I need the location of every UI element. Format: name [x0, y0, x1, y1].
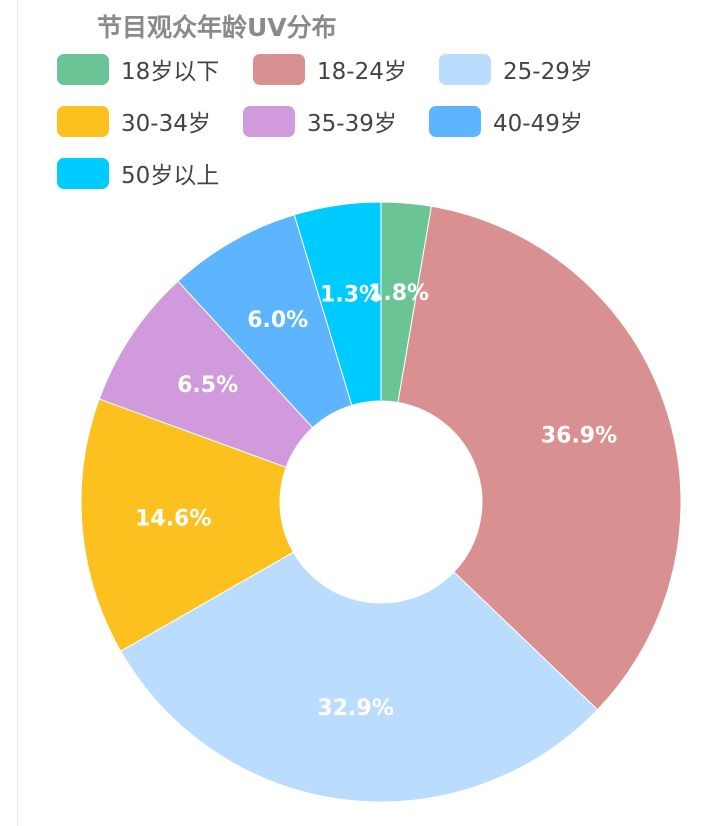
legend-label: 35-39岁 — [307, 111, 397, 137]
slice-label-30-34: 14.6% — [135, 507, 211, 532]
legend-item-35-39[interactable]: 35-39岁 — [243, 103, 397, 139]
slice-label-25-29: 32.9% — [317, 696, 393, 721]
legend-item-under-18[interactable]: 18岁以下 — [57, 51, 219, 87]
legend-label: 18岁以下 — [121, 59, 220, 85]
legend-swatch — [439, 53, 491, 85]
legend-swatch — [429, 105, 481, 137]
legend-swatch — [57, 53, 109, 85]
slice-label-50-plus: 1.3% — [320, 283, 381, 308]
slice-label-35-39: 6.5% — [177, 373, 238, 398]
legend-swatch — [253, 53, 305, 85]
pie-slice-50-plus[interactable] — [293, 201, 382, 406]
legend-label: 40-49岁 — [493, 111, 583, 137]
left-border-rule — [17, 0, 18, 826]
legend-swatch — [57, 157, 109, 189]
slice-label-18-24: 36.9% — [541, 424, 617, 449]
chart-legend: 18岁以下 18-24岁 25-29岁 30-34岁 35-39岁 40-49岁… — [0, 0, 720, 200]
pie-slice-25-29[interactable] — [120, 551, 599, 803]
legend-item-40-49[interactable]: 40-49岁 — [429, 103, 583, 139]
slice-label-40-49: 6.0% — [247, 308, 308, 333]
pie-slice-18-24[interactable] — [397, 205, 682, 711]
slice-label-under-18: 1.8% — [368, 281, 429, 306]
legend-label: 30-34岁 — [121, 111, 211, 137]
legend-label: 50岁以上 — [121, 163, 220, 189]
legend-item-50-plus[interactable]: 50岁以上 — [57, 155, 219, 191]
pie-slice-30-34[interactable] — [80, 398, 295, 652]
legend-item-30-34[interactable]: 30-34岁 — [57, 103, 211, 139]
legend-swatch — [57, 105, 109, 137]
legend-item-25-29[interactable]: 25-29岁 — [439, 51, 593, 87]
legend-label: 25-29岁 — [503, 59, 593, 85]
chart-title: 节目观众年龄UV分布 — [97, 13, 337, 42]
legend-swatch — [243, 105, 295, 137]
legend-label: 18-24岁 — [317, 59, 407, 85]
legend-item-18-24[interactable]: 18-24岁 — [253, 51, 407, 87]
